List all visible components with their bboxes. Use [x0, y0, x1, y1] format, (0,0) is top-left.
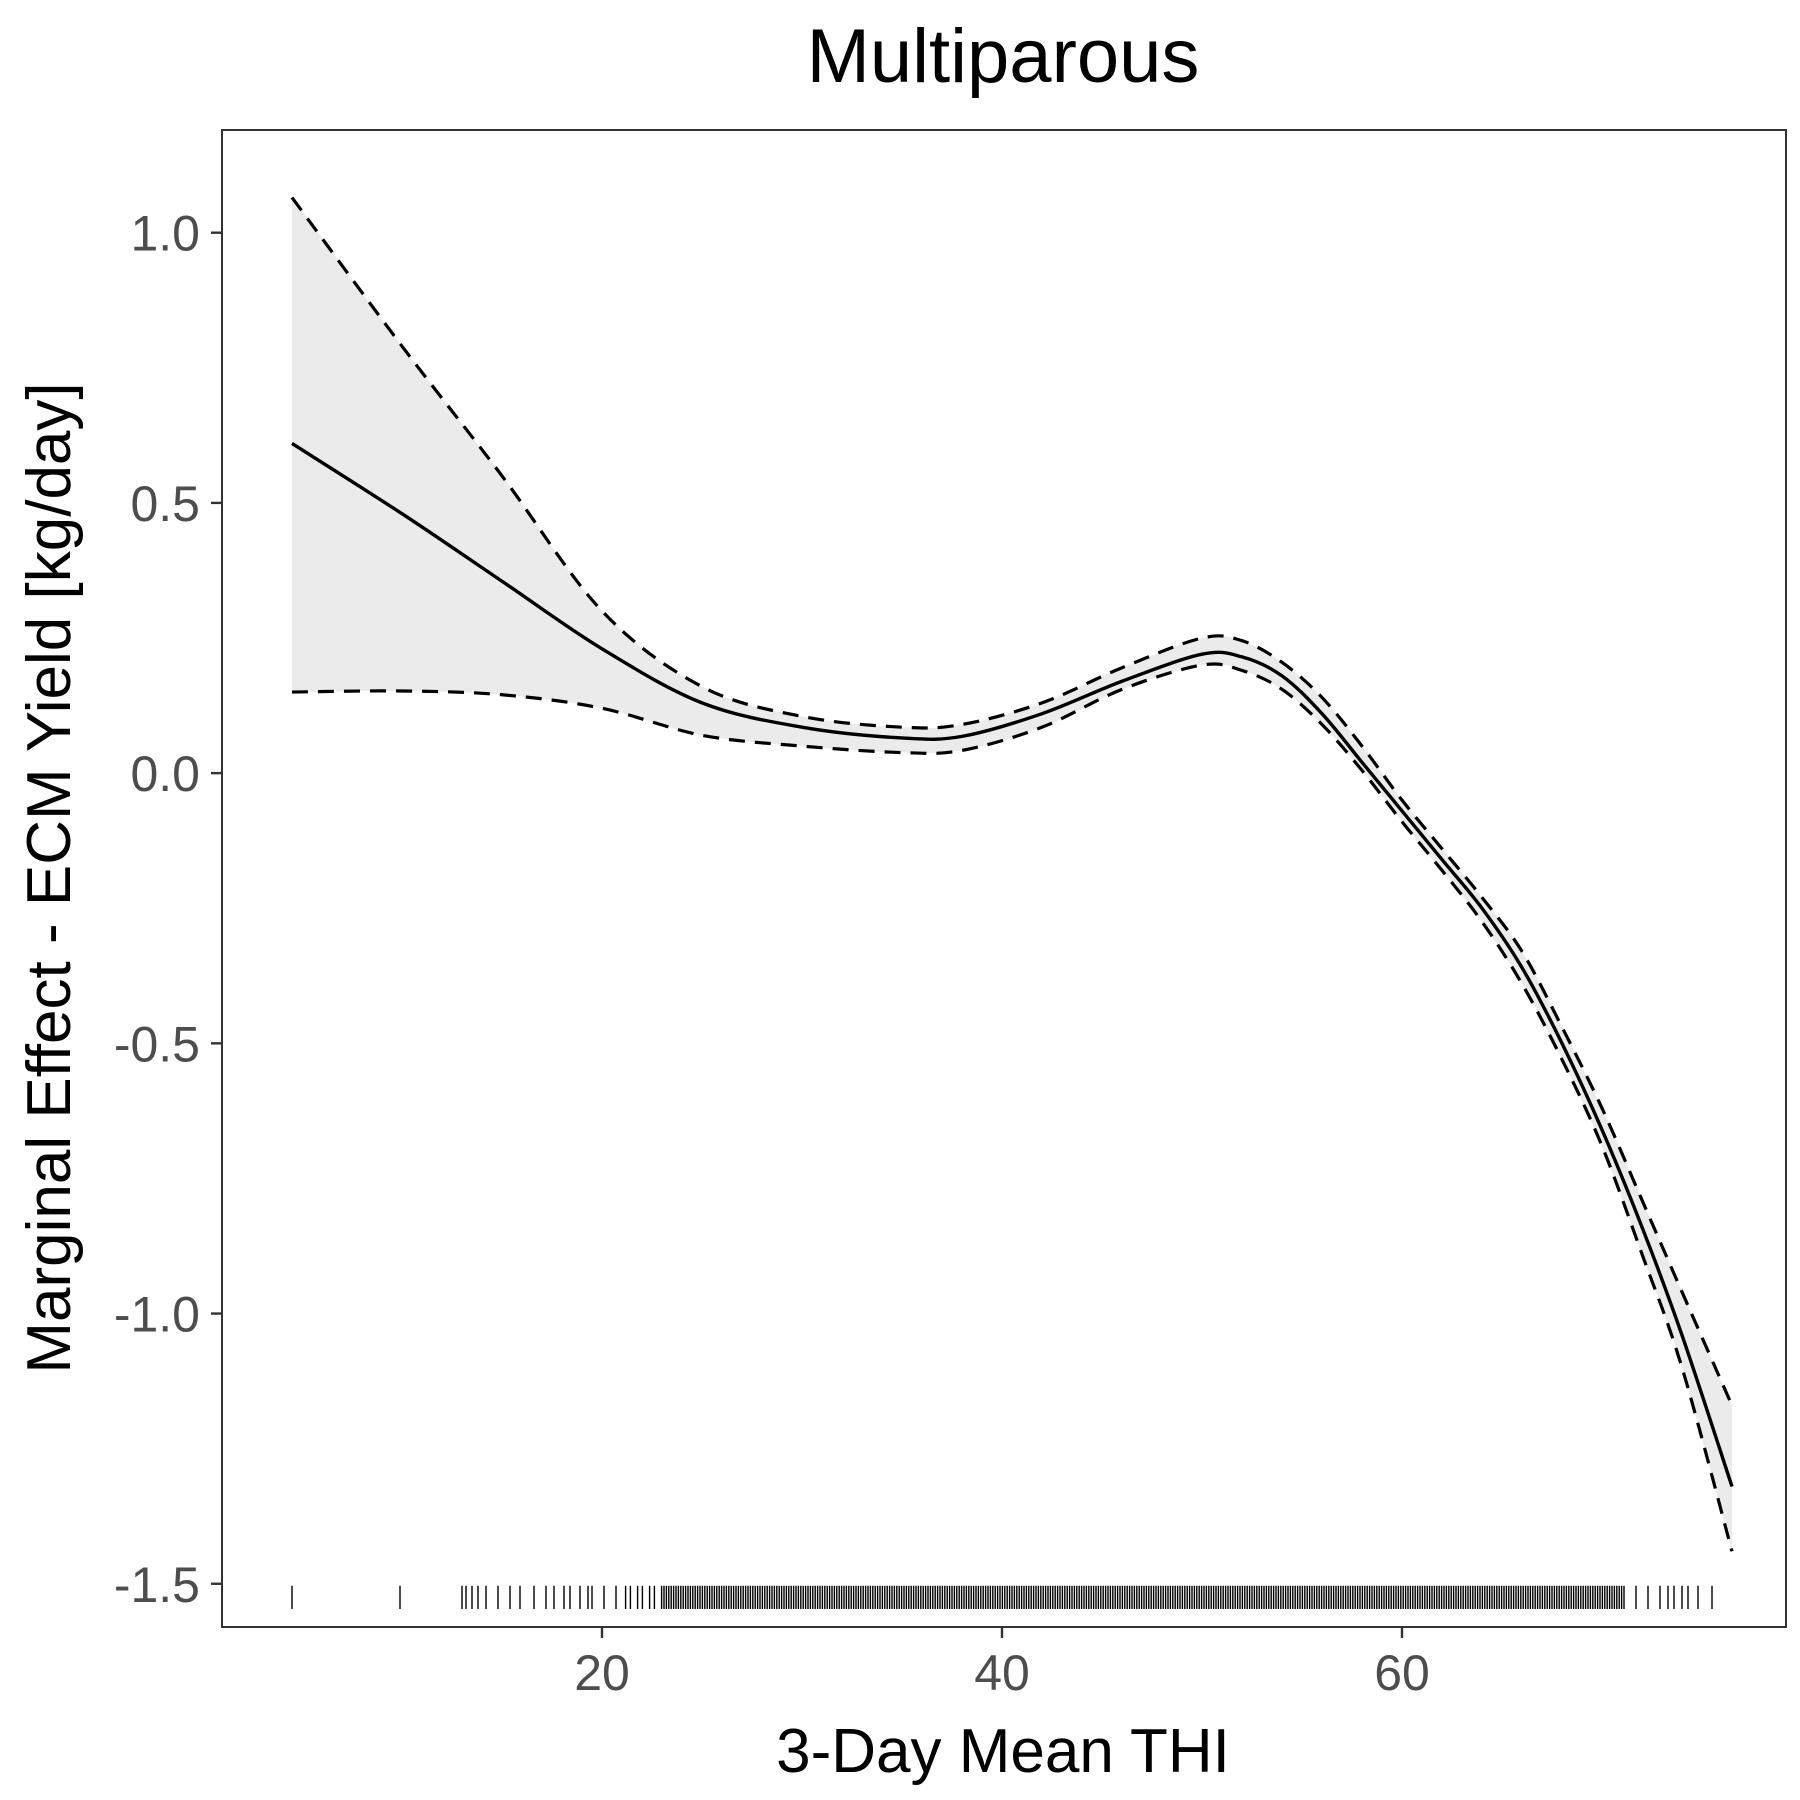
y-axis-label: Marginal Effect - ECM Yield [kg/day] [15, 382, 84, 1373]
x-tick-label: 20 [574, 1645, 630, 1701]
y-tick-label: 1.0 [130, 206, 200, 262]
y-tick-label: -1.5 [114, 1557, 200, 1613]
estimate-line [291, 442, 1734, 1488]
y-tick-label: -0.5 [114, 1016, 200, 1072]
lower-bound-line [291, 662, 1734, 1552]
y-tick-label: 0.5 [130, 476, 200, 532]
x-tick-label: 40 [974, 1645, 1030, 1701]
rug-ticks [291, 1585, 1713, 1609]
confidence-band [292, 197, 1732, 1552]
x-axis: 20 40 60 [574, 1627, 1430, 1701]
chart-title: Multiparous [807, 14, 1200, 99]
upper-bound-line [290, 196, 1734, 1407]
y-tick-label: -1.0 [114, 1287, 200, 1343]
plot-area [290, 196, 1734, 1609]
x-tick-label: 60 [1374, 1645, 1430, 1701]
y-axis: 1.0 0.5 0.0 -0.5 -1.0 -1.5 [114, 206, 222, 1613]
x-axis-label: 3-Day Mean THI [776, 1717, 1230, 1786]
y-tick-label: 0.0 [130, 746, 200, 802]
panel-border [221, 129, 1787, 1628]
